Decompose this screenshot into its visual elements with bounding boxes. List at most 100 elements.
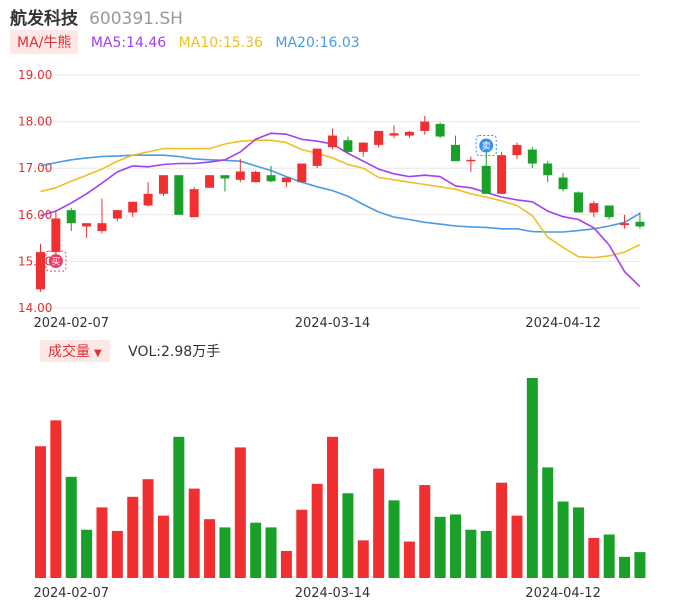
volume-bar bbox=[204, 519, 216, 578]
marker-frame bbox=[45, 250, 67, 272]
ma20-label: MA20:16.03 bbox=[275, 35, 360, 51]
volume-bar bbox=[373, 468, 385, 578]
volume-bar bbox=[157, 515, 169, 578]
volume-bar bbox=[234, 447, 246, 578]
candle bbox=[450, 135, 460, 162]
ma10-label: MA10:15.36 bbox=[178, 35, 263, 51]
volume-bar bbox=[265, 527, 277, 578]
candle bbox=[620, 214, 630, 229]
volume-bar bbox=[619, 556, 631, 578]
candle bbox=[189, 186, 199, 218]
candle bbox=[328, 128, 338, 150]
candle-body bbox=[36, 252, 45, 290]
volume-bar bbox=[50, 420, 62, 578]
volume-bar bbox=[280, 550, 292, 578]
candle bbox=[128, 201, 138, 218]
y-tick-label: 18.00 bbox=[18, 115, 52, 129]
candle bbox=[281, 177, 291, 187]
stock-header: 航发科技 600391.SH bbox=[10, 4, 183, 29]
candle bbox=[420, 116, 430, 135]
y-tick-label: 19.00 bbox=[18, 68, 52, 82]
volume-bar bbox=[542, 467, 554, 578]
candle-body bbox=[435, 123, 445, 137]
candle bbox=[174, 175, 184, 215]
candle-body bbox=[97, 223, 107, 232]
candle-body bbox=[51, 218, 61, 253]
candle-body bbox=[374, 130, 384, 145]
volume-bar bbox=[327, 436, 339, 578]
x-tick-label: 2024-03-14 bbox=[295, 586, 371, 601]
candle-body bbox=[543, 163, 553, 176]
y-tick-label: 15.00 bbox=[18, 254, 52, 268]
candle bbox=[389, 125, 399, 138]
marker-badge bbox=[479, 138, 494, 153]
ma-bull-bear-button[interactable]: MA/牛熊 bbox=[10, 30, 79, 54]
candle bbox=[36, 243, 45, 292]
volume-bar bbox=[511, 515, 523, 578]
x-tick-label: 2024-02-07 bbox=[33, 586, 109, 601]
candle-body bbox=[128, 201, 138, 213]
candle bbox=[635, 212, 645, 229]
candle-body bbox=[389, 133, 399, 136]
volume-bar bbox=[434, 516, 446, 578]
candlestick-series bbox=[36, 116, 645, 292]
price-y-axis: 14.00 15.00 16.00 17.00 18.00 19.00 bbox=[18, 68, 52, 315]
candle-body bbox=[328, 135, 338, 148]
marker-badge bbox=[48, 254, 63, 269]
x-tick-label: 2024-03-14 bbox=[295, 316, 371, 331]
candle-body bbox=[481, 165, 491, 194]
marker-text: 买 bbox=[51, 257, 60, 268]
candle-body bbox=[205, 175, 215, 188]
candle-body bbox=[174, 175, 184, 215]
volume-bar bbox=[127, 496, 139, 578]
volume-bar bbox=[449, 514, 461, 578]
candle-body bbox=[66, 210, 76, 224]
candle-body bbox=[527, 149, 537, 164]
candle bbox=[481, 149, 491, 194]
volume-bar bbox=[496, 482, 508, 578]
volume-bar bbox=[96, 507, 108, 578]
x-tick-label: 2024-04-12 bbox=[525, 316, 601, 331]
candle-body bbox=[620, 223, 630, 226]
sell-marker-icon: 卖 bbox=[475, 135, 497, 157]
candle-body bbox=[266, 175, 276, 182]
candle-body bbox=[189, 189, 199, 218]
volume-bar bbox=[311, 483, 323, 578]
volume-indicator-bar: 成交量 ▼ VOL:2.98万手 bbox=[40, 340, 220, 362]
candle bbox=[527, 147, 537, 169]
candle-body bbox=[589, 203, 599, 213]
candle-body bbox=[450, 144, 460, 162]
candle bbox=[466, 156, 476, 172]
stock-name: 航发科技 bbox=[10, 9, 78, 29]
ma-line-ma10 bbox=[40, 139, 641, 259]
price-x-axis: 2024-02-07 2024-03-14 2024-04-12 bbox=[33, 316, 600, 331]
volume-bar bbox=[572, 507, 584, 578]
volume-bar bbox=[603, 534, 615, 578]
candle-body bbox=[158, 175, 168, 194]
candle-body bbox=[497, 155, 507, 194]
candle bbox=[266, 165, 276, 183]
volume-bar bbox=[634, 552, 646, 578]
ma-line-ma5 bbox=[40, 132, 641, 288]
volume-bar bbox=[188, 488, 200, 578]
candle bbox=[573, 191, 583, 213]
volume-bar bbox=[219, 527, 231, 578]
candle bbox=[543, 161, 553, 183]
volume-bar bbox=[588, 538, 600, 578]
volume-bar bbox=[388, 500, 400, 578]
candle bbox=[297, 163, 307, 183]
y-tick-label: 14.00 bbox=[18, 301, 52, 315]
y-tick-label: 17.00 bbox=[18, 161, 52, 175]
volume-bar bbox=[296, 509, 308, 578]
candle-body bbox=[143, 193, 153, 206]
y-tick-label: 16.00 bbox=[18, 208, 52, 222]
candle-body bbox=[297, 163, 307, 183]
volume-bar bbox=[403, 541, 415, 578]
candle-body bbox=[358, 142, 368, 152]
volume-bar bbox=[65, 476, 77, 578]
volume-selector-button[interactable]: 成交量 ▼ bbox=[40, 340, 110, 362]
candle bbox=[158, 175, 168, 197]
candle bbox=[604, 205, 614, 220]
candle-body bbox=[604, 205, 614, 218]
